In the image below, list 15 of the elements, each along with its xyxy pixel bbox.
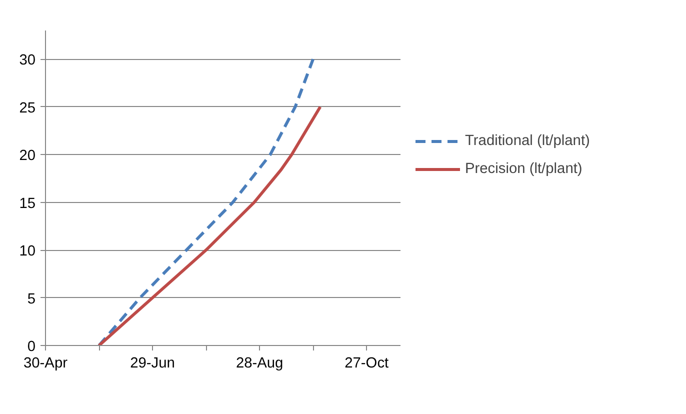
- line-series: [98, 105, 322, 346]
- x-tick-label: 27-Oct: [344, 356, 389, 372]
- y-tick-label: 20: [19, 148, 36, 164]
- legend-label: Precision (lt/plant): [465, 161, 582, 177]
- y-tick-label: 0: [27, 339, 36, 355]
- y-tick-label: 15: [19, 196, 36, 212]
- legend-label: Traditional (lt/plant): [465, 133, 590, 149]
- y-tick-label: 30: [19, 52, 36, 69]
- y-tick-label: 25: [19, 100, 36, 116]
- line-series: [98, 58, 315, 346]
- x-tick-label: 30-Apr: [24, 356, 68, 372]
- y-tick-label: 5: [27, 291, 36, 308]
- y-tick-label: 10: [19, 244, 36, 260]
- x-tick-label: 29-Jun: [130, 356, 175, 372]
- x-tick-label: 28-Aug: [236, 356, 284, 372]
